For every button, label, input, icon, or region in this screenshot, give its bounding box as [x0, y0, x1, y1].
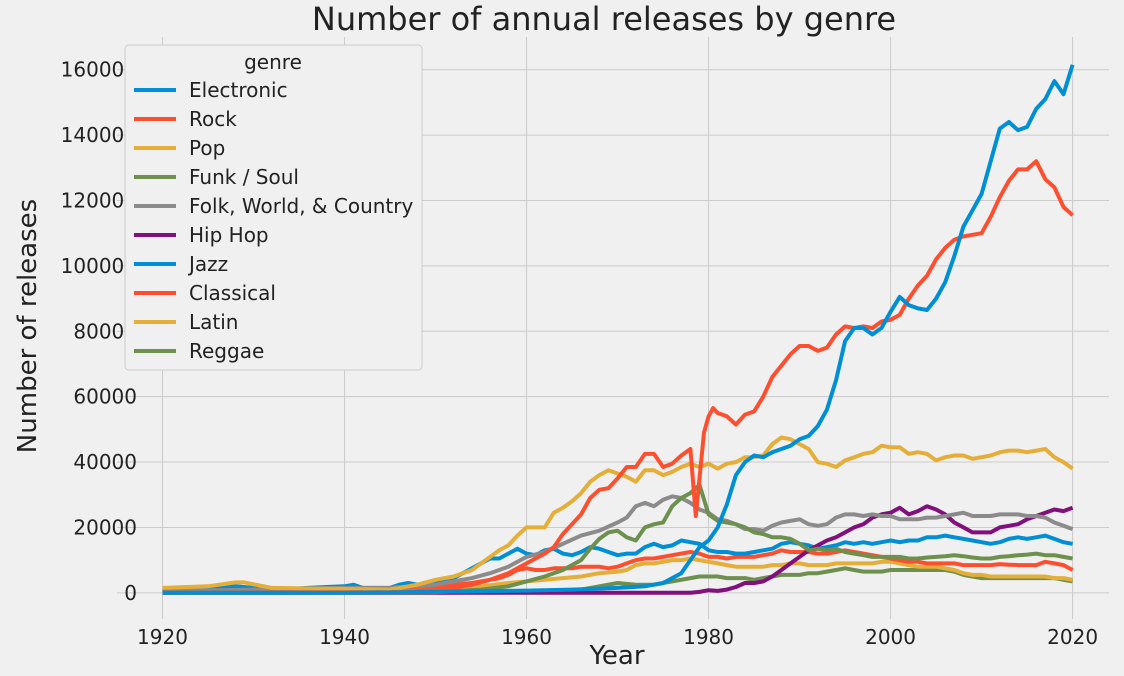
- x-axis-ticks: 1920 1940 1960 1980 2000 2020: [137, 625, 1098, 649]
- y-tick-label: 0: [124, 581, 137, 605]
- legend-entry: Jazz: [187, 252, 228, 276]
- y-tick-label: 40000: [73, 450, 137, 474]
- legend-entry: Funk / Soul: [189, 165, 299, 189]
- legend-entry: Folk, World, & Country: [189, 194, 413, 218]
- x-tick-label: 1960: [501, 625, 552, 649]
- series-line-funk-soul: [162, 482, 1073, 595]
- x-axis-label: Year: [588, 641, 644, 671]
- y-tick-label: 20000: [73, 515, 137, 539]
- legend-title: genre: [244, 50, 302, 74]
- series-line-folk-world-country: [162, 494, 1074, 594]
- series-lines: [162, 64, 1075, 595]
- series-line-electronic: [162, 64, 1075, 595]
- series-line-rock: [162, 159, 1074, 595]
- legend-box: [124, 44, 423, 371]
- x-tick-label: 2020: [1047, 625, 1098, 649]
- legend: genre Electronic Rock Pop Funk / Soul Folk, …: [124, 44, 423, 371]
- series-line-classical: [162, 548, 1074, 594]
- y-tick-label: 140000: [61, 123, 137, 147]
- y-axis-ticks: 0200004000060000800001000001200001400001…: [61, 58, 137, 605]
- chart-title: Number of annual releases by genre: [312, 0, 896, 38]
- series-line-hip-hop: [162, 504, 1074, 595]
- y-tick-label: 160000: [61, 58, 137, 82]
- legend-entry: Rock: [189, 107, 237, 131]
- x-tick-label: 1920: [137, 625, 188, 649]
- legend-entry: Latin: [189, 310, 238, 334]
- legend-entry: Electronic: [189, 78, 288, 102]
- legend-entry: Classical: [189, 281, 276, 305]
- x-tick-label: 1980: [683, 625, 734, 649]
- legend-entry: Pop: [189, 136, 225, 160]
- y-tick-label: 100000: [61, 254, 137, 278]
- series-line-pop: [162, 435, 1074, 592]
- x-tick-label: 2000: [865, 625, 916, 649]
- series-line-latin: [162, 556, 1073, 594]
- y-axis-label: Number of releases: [13, 199, 43, 453]
- y-tick-label: 60000: [73, 385, 137, 409]
- legend-entry: Reggae: [189, 339, 264, 363]
- y-tick-label: 120000: [61, 188, 137, 212]
- x-tick-label: 1940: [319, 625, 370, 649]
- legend-entry: Hip Hop: [189, 223, 269, 247]
- legend-items: Electronic Rock Pop Funk / Soul Folk, World,…: [134, 78, 413, 363]
